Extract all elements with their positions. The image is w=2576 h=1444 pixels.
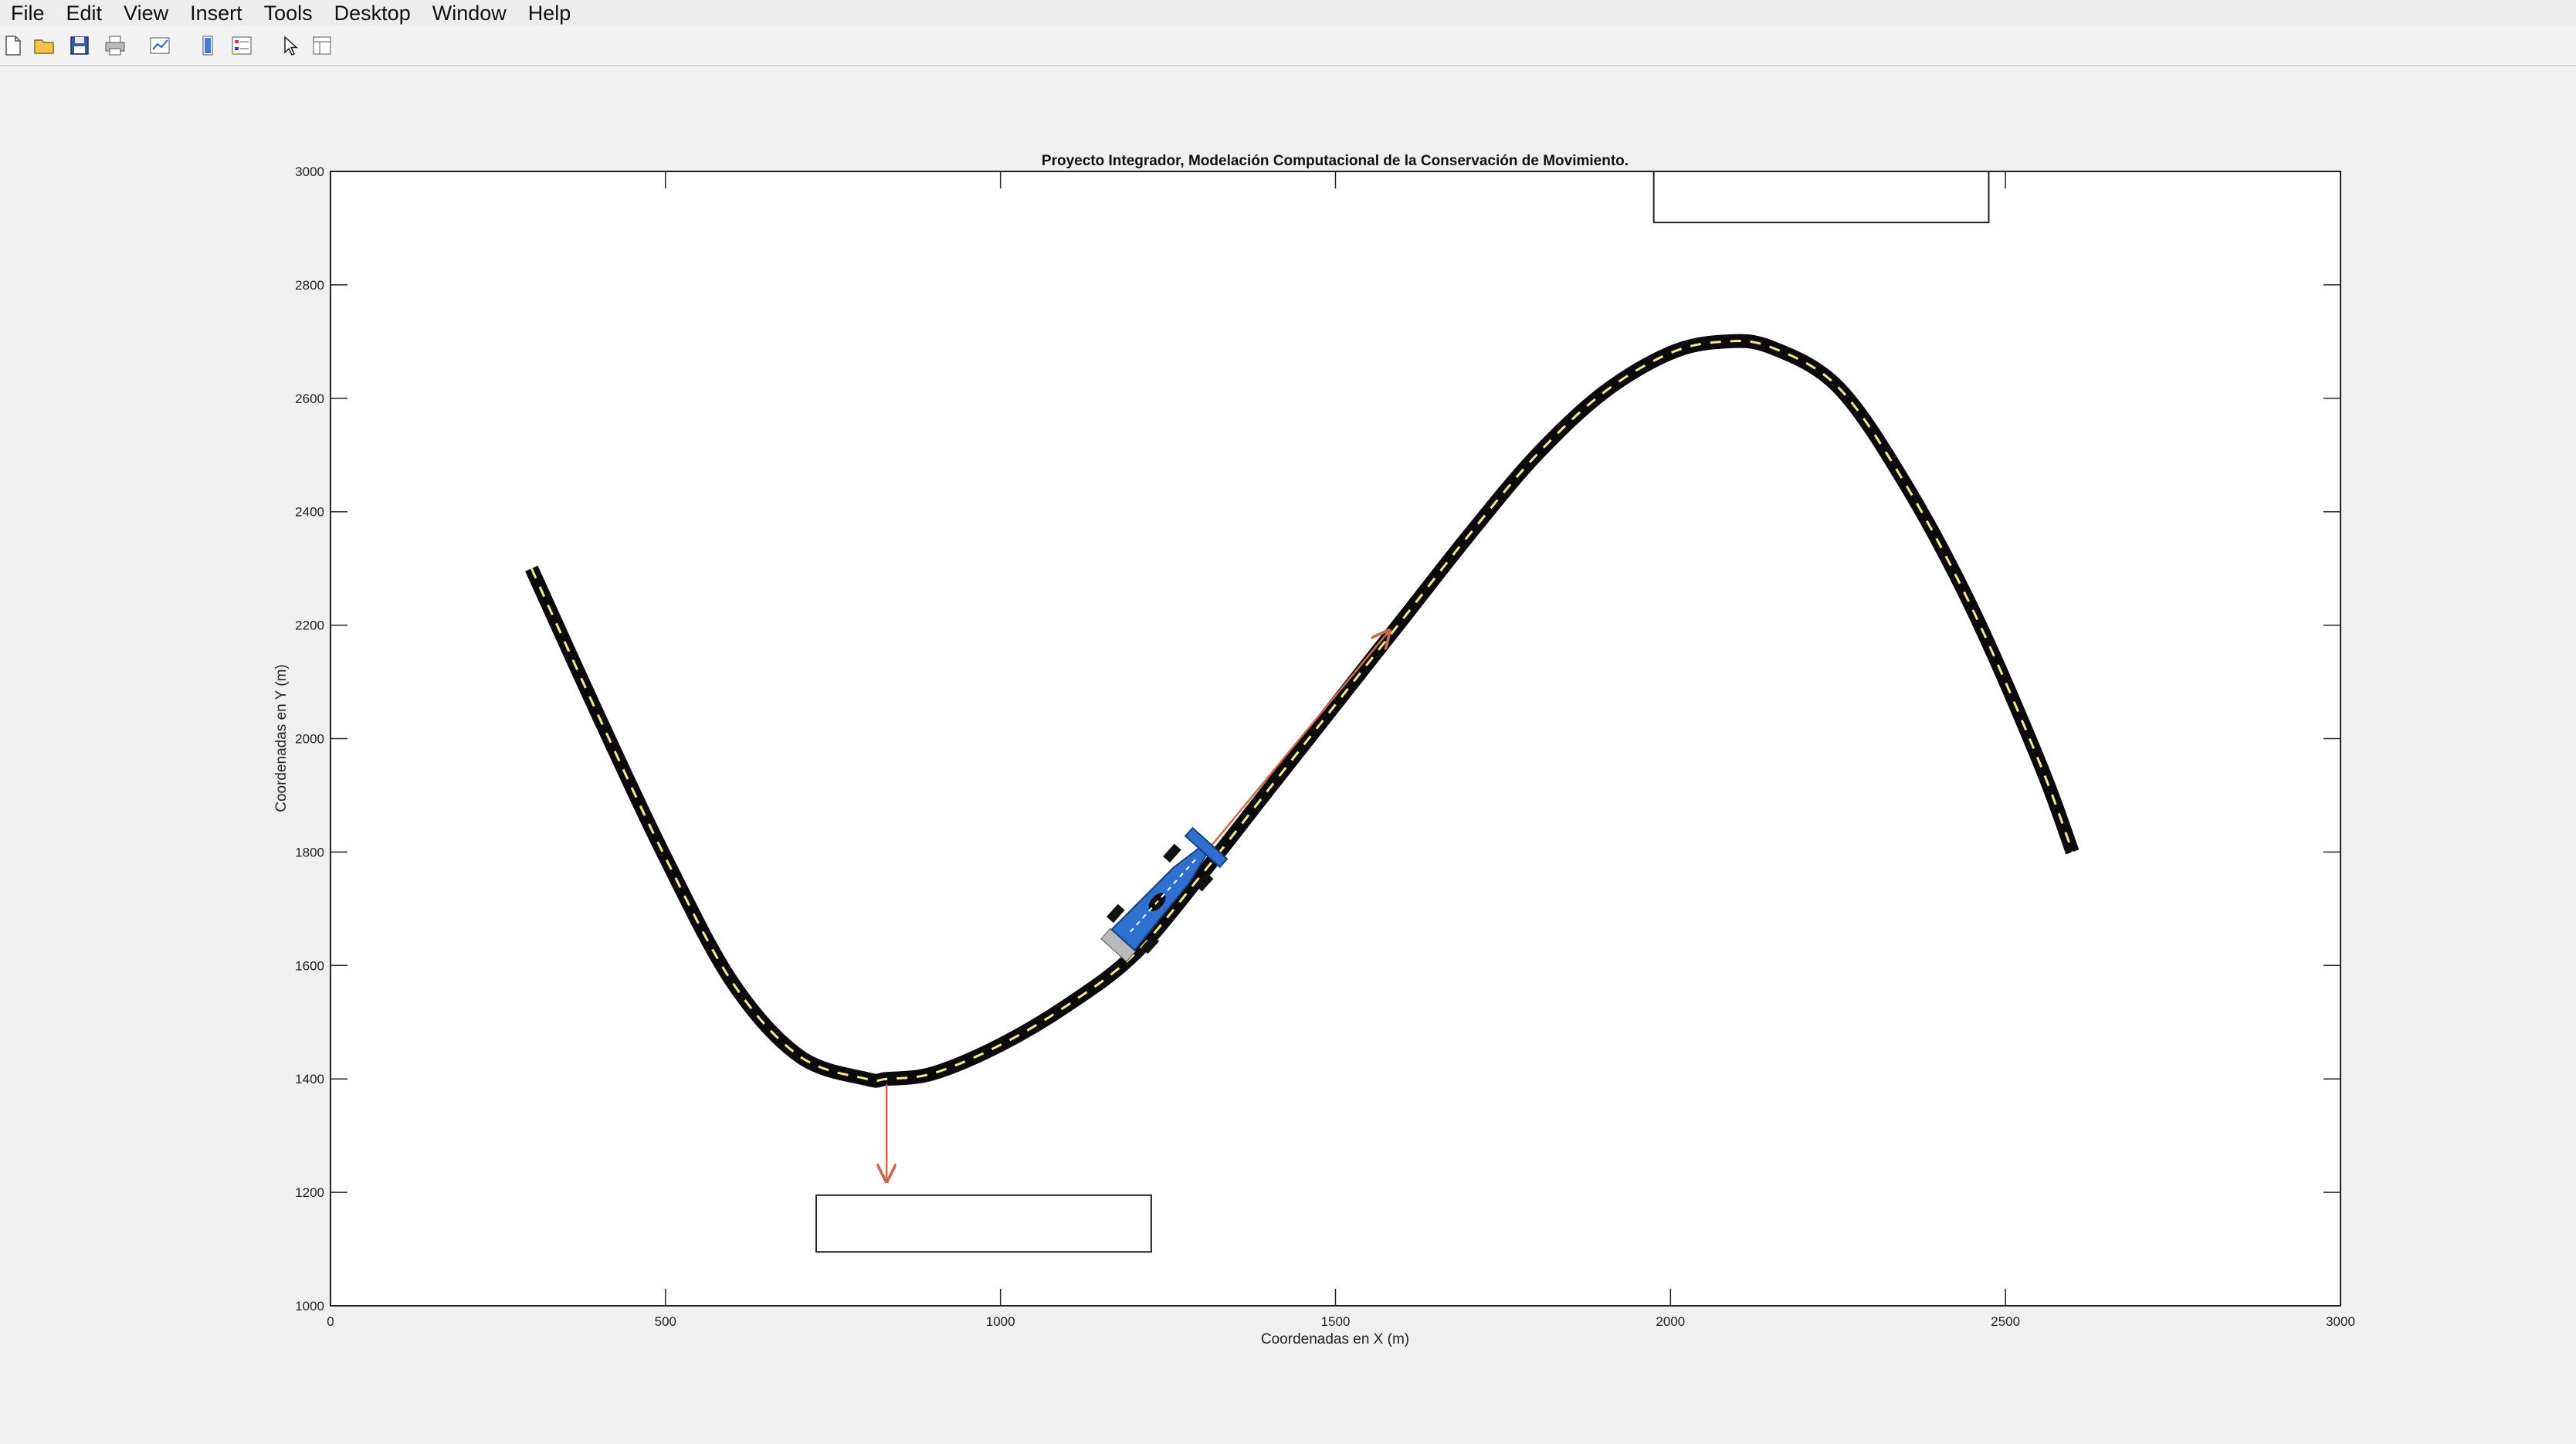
property-inspector-icon[interactable]	[310, 34, 334, 57]
y-tick-label: 2000	[295, 732, 324, 747]
y-tick-label: 1200	[295, 1185, 324, 1200]
menu-file[interactable]: File	[11, 1, 45, 25]
x-tick-label: 0	[327, 1314, 334, 1329]
car-wheel	[1141, 934, 1160, 954]
car-wheel	[1195, 873, 1214, 892]
x-axis-label: Coordenadas en X (m)	[1261, 1331, 1409, 1347]
x-tick-label: 2500	[1991, 1314, 2020, 1329]
axis-tick-labels: 0 500 1000 1500 2000 2500 3000 1000 1200 1400 1600…	[295, 164, 2355, 1329]
figure-toolbar	[0, 26, 2576, 66]
x-tick-label: 500	[655, 1314, 676, 1329]
track-lane-marking	[530, 340, 2074, 1083]
arrow-pointer-icon[interactable]	[278, 34, 301, 57]
car-stripe	[1130, 856, 1198, 933]
car-front-wing	[1184, 826, 1229, 869]
menu-bar: File Edit View Insert Tools Desktop Wind…	[0, 0, 2576, 26]
printer-icon[interactable]	[103, 34, 127, 57]
new-document-icon[interactable]	[2, 34, 25, 57]
x-tick-label: 2000	[1656, 1314, 1685, 1329]
colorbar-icon[interactable]	[196, 34, 219, 57]
axes-box	[330, 171, 2341, 1307]
link-plot-icon[interactable]	[148, 34, 171, 57]
race-car	[1100, 826, 1229, 962]
x-tick-label: 1500	[1321, 1314, 1351, 1329]
info-box-top	[1652, 171, 1990, 224]
velocity-vector	[1201, 631, 1389, 859]
y-tick-label: 2200	[295, 619, 324, 633]
car-wheel	[1106, 903, 1125, 924]
menu-desktop[interactable]: Desktop	[334, 1, 411, 25]
y-tick-label: 2600	[295, 392, 324, 406]
y-tick-label: 1400	[295, 1072, 324, 1086]
car-wheel	[1163, 843, 1181, 863]
x-tick-label: 3000	[2326, 1314, 2355, 1329]
y-tick-label: 1000	[295, 1299, 324, 1313]
menu-window[interactable]: Window	[432, 1, 507, 25]
chart-title: Proyecto Integrador, Modelación Computac…	[1042, 153, 1629, 169]
x-tick-label: 1000	[986, 1314, 1015, 1329]
menu-view[interactable]: View	[124, 1, 169, 25]
race-car-body	[1100, 826, 1229, 962]
menu-insert[interactable]: Insert	[190, 1, 242, 25]
menu-help[interactable]: Help	[527, 1, 571, 25]
info-box-bottom	[815, 1194, 1152, 1253]
y-tick-label: 2400	[295, 505, 324, 520]
race-track	[525, 334, 2079, 1088]
y-tick-label: 1800	[295, 845, 324, 859]
info-boxes	[815, 171, 1990, 1253]
open-folder-icon[interactable]	[32, 34, 56, 57]
y-tick-label: 3000	[295, 164, 324, 179]
y-tick-label: 1600	[295, 958, 324, 973]
y-axis-label: Coordenadas en Y (m)	[273, 664, 290, 812]
menu-tools[interactable]: Tools	[263, 1, 313, 25]
vectors	[886, 631, 1389, 1181]
legend-icon[interactable]	[230, 34, 253, 57]
menu-edit[interactable]: Edit	[66, 1, 103, 25]
save-disk-icon[interactable]	[68, 34, 91, 57]
y-tick-label: 2800	[295, 278, 324, 293]
